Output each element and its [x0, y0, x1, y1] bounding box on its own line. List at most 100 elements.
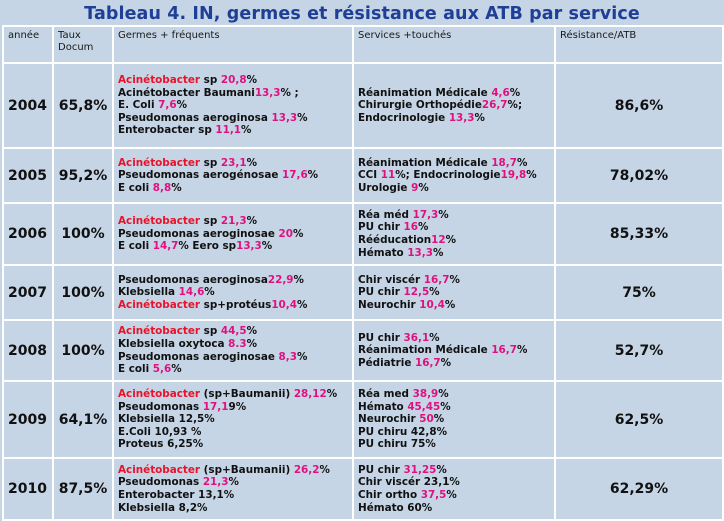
germ-name: Acinétobacter — [118, 463, 201, 476]
text-segment: E coli — [118, 363, 153, 376]
list-line: PU chiru 75% — [358, 438, 550, 451]
percent-value: 22,9 — [267, 273, 294, 286]
year-cell: 2006 — [2, 202, 54, 266]
list-line: Réanimation Médicale 4,6% — [358, 87, 550, 100]
text-segment: % — [241, 124, 252, 137]
text-segment: % — [246, 215, 257, 228]
text-segment: Pseudomonas — [118, 400, 203, 413]
percent-value: 16,7 — [415, 356, 441, 369]
header-taux-line2: Docum — [58, 42, 94, 53]
percent-value: 18,7 — [491, 156, 517, 169]
list-line: Klebsiella 14,6% — [118, 286, 348, 299]
list-line: Chirurgie Orthopédie26,7%; — [358, 99, 550, 112]
percent-value: 20,8 — [220, 74, 247, 87]
list-line: Réa med 38,9% — [358, 388, 550, 401]
germes-cell: Acinétobacter sp 23,1% Pseudomonas aerogé… — [112, 147, 354, 204]
text-segment: %; — [507, 99, 523, 112]
text-segment: sp — [200, 325, 221, 338]
text-segment: Réanimation Médicale — [358, 156, 492, 169]
table-row: 2009 64,1% Acinétobacter (sp+Baumanii) 28,… — [2, 380, 724, 459]
list-line: Réanimation Médicale 16,7% — [358, 344, 550, 357]
taux-cell: 65,8% — [52, 62, 114, 149]
percent-value: 19,8 — [500, 169, 527, 182]
germ-name: Acinétobacter — [118, 156, 201, 169]
list-line: Hémato 45,45% — [358, 401, 550, 414]
list-line: PU chiru 42,8% — [358, 426, 550, 439]
text-segment: % — [438, 208, 449, 221]
text-segment: Pédiatrie — [358, 356, 415, 369]
text-segment: Pseudomonas aerogénosae — [118, 169, 283, 182]
table-row: 2006 100% Acinétobacter sp 21,3% Pseudomona… — [2, 202, 724, 266]
text-segment: Pseudomonas aeroginosae — [118, 350, 279, 363]
text-segment: Neurochir — [358, 298, 420, 311]
text-segment: E. Coli — [118, 99, 159, 112]
germes-cell: Acinétobacter (sp+Baumanii) 28,12% Pseudo… — [112, 380, 354, 459]
text-segment: Neurochir — [358, 413, 420, 426]
list-line: Pseudomonas 21,3% — [118, 476, 348, 489]
taux-cell: 100% — [52, 319, 114, 382]
list-line: Acinétobacter sp 20,8% — [118, 74, 348, 87]
services-cell: Chir viscér 16,7% PU chir 12,5% Neurochir … — [352, 264, 556, 321]
list-line: Acinétobacter sp 21,3% — [118, 215, 348, 228]
list-line: Pseudomonas aeroginosa 13,3% — [118, 112, 348, 125]
text-segment: % — [432, 246, 444, 259]
text-segment: % — [246, 74, 257, 87]
text-segment: sp — [200, 156, 221, 169]
germ-name: Acinétobacter — [118, 298, 201, 311]
services-cell: Réa med 38,9% Hémato 45,45% Neurochir 50% P… — [352, 380, 556, 459]
list-line: Acinétobacter sp 23,1% — [118, 157, 348, 170]
text-segment: E coli — [118, 181, 153, 194]
percent-value: 14,7 — [152, 240, 179, 253]
list-line: PU chir 12,5% — [358, 286, 550, 299]
percent-value: 5,6 — [152, 363, 172, 376]
text-segment: % — [176, 99, 188, 112]
list-line: Hémato 13,3% — [358, 247, 550, 260]
text-segment: % — [204, 286, 215, 299]
text-segment: Réa méd — [358, 208, 413, 221]
percent-value: 38,9 — [412, 388, 439, 401]
percent-value: 23,1 — [220, 156, 247, 169]
list-line: Pseudomonas aeroginosae 8,3% — [118, 351, 348, 364]
header-row: année Taux Docum Germes + fréquents Serv… — [2, 25, 724, 64]
list-line: Rééducation12% — [358, 234, 550, 247]
text-segment: % — [474, 111, 485, 124]
percent-value: 8,8 — [152, 181, 172, 194]
germ-name: Acinétobacter — [118, 325, 201, 338]
taux-cell: 95,2% — [52, 147, 114, 204]
text-segment: % — [228, 476, 239, 489]
text-segment: % Eero sp — [178, 240, 237, 253]
year-cell: 2008 — [2, 319, 54, 382]
text-segment: % — [418, 221, 429, 234]
text-segment: % — [445, 234, 457, 246]
percent-value: 26,2 — [293, 463, 320, 476]
percent-value: 21,3 — [202, 476, 229, 489]
text-segment: % — [326, 388, 338, 401]
text-segment: Endocrinologie — [358, 111, 449, 124]
services-cell: PU chir 36,1% Réanimation Médicale 16,7% P… — [352, 319, 556, 382]
year-cell: 2004 — [2, 62, 54, 149]
resistance-cell: 85,33% — [554, 202, 724, 266]
percent-value: 11,1 — [215, 124, 242, 137]
text-segment: %; Endocrinologie — [395, 169, 501, 182]
percent-value: 20 — [278, 227, 294, 240]
list-line: Chir viscér 23,1% — [358, 476, 550, 489]
text-segment: Klebsiella oxytoca — [118, 337, 229, 350]
germes-cell: Pseudomonas aeroginosa22,9% Klebsiella 14… — [112, 264, 354, 321]
year-cell: 2007 — [2, 264, 54, 321]
list-line: E coli 5,6% — [118, 363, 348, 376]
taux-cell: 100% — [52, 264, 114, 321]
list-line: CCI 11%; Endocrinologie19,8% — [358, 169, 550, 182]
percent-value: 11 — [380, 169, 396, 182]
list-line: PU chir 31,25% — [358, 464, 550, 477]
header-services: Services +touchés — [352, 25, 556, 64]
text-segment: % — [261, 240, 273, 253]
resistance-cell: 86,6% — [554, 62, 724, 149]
list-line: Acinétobacter (sp+Baumanii) 28,12% — [118, 388, 348, 401]
text-segment: PU chir — [358, 463, 404, 476]
text-segment: sp — [200, 215, 221, 228]
taux-cell: 87,5% — [52, 457, 114, 521]
text-segment: CCI — [358, 169, 381, 182]
text-segment: % — [319, 463, 330, 476]
text-segment: % — [296, 350, 308, 363]
text-segment: Urologie — [358, 181, 412, 194]
